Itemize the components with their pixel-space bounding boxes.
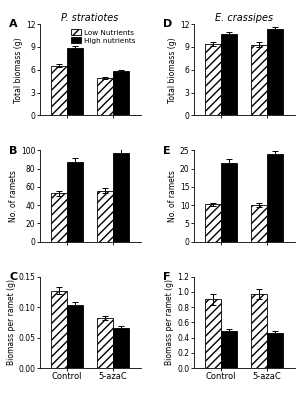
Bar: [205, 204, 221, 242]
Bar: [113, 71, 129, 116]
Y-axis label: No. of ramets: No. of ramets: [168, 170, 177, 222]
Y-axis label: Biomass per ramet (g): Biomass per ramet (g): [165, 279, 174, 365]
Bar: [113, 153, 129, 242]
Text: E: E: [163, 146, 171, 156]
Bar: [51, 193, 67, 242]
Y-axis label: No. of ramets: No. of ramets: [9, 170, 18, 222]
Bar: [251, 294, 267, 368]
Bar: [251, 205, 267, 242]
Bar: [205, 44, 221, 116]
Text: A: A: [9, 20, 18, 30]
Bar: [221, 34, 237, 116]
Bar: [251, 44, 267, 116]
Bar: [51, 290, 67, 368]
Bar: [267, 154, 283, 242]
Bar: [221, 332, 237, 368]
Bar: [97, 190, 113, 242]
Y-axis label: Biomass per ramet (g): Biomass per ramet (g): [7, 279, 16, 365]
Y-axis label: Total biomass (g): Total biomass (g): [14, 37, 23, 102]
Bar: [221, 163, 237, 242]
Text: C: C: [9, 272, 17, 282]
Bar: [267, 29, 283, 116]
Bar: [67, 48, 83, 116]
Bar: [97, 78, 113, 116]
Text: D: D: [163, 20, 172, 30]
Bar: [97, 318, 113, 368]
Bar: [67, 304, 83, 368]
Legend: Low Nutrients, High nutrients: Low Nutrients, High nutrients: [70, 28, 137, 45]
Title: E. crassipes: E. crassipes: [215, 13, 273, 23]
Bar: [267, 333, 283, 368]
Text: F: F: [163, 272, 171, 282]
Y-axis label: Total biomass (g): Total biomass (g): [168, 37, 177, 102]
Bar: [51, 66, 67, 116]
Bar: [113, 328, 129, 368]
Bar: [67, 162, 83, 242]
Bar: [205, 299, 221, 368]
Text: B: B: [9, 146, 18, 156]
Title: P. stratiotes: P. stratiotes: [61, 13, 119, 23]
